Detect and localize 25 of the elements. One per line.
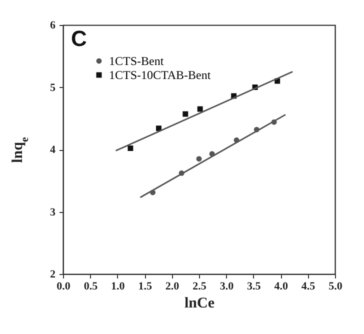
x-tick-label: 5.0 <box>328 280 343 292</box>
legend-label: 1CTS-Bent <box>109 54 164 68</box>
point <box>196 156 202 162</box>
point <box>128 146 134 151</box>
legend-label: 1CTS-10CTAB-Bent <box>109 68 212 82</box>
y-tick-label: 2 <box>50 268 56 280</box>
annotation: C <box>71 26 87 51</box>
y-tick-label: 6 <box>50 20 56 32</box>
x-tick-label: 2.5 <box>192 280 207 292</box>
x-tick-label: 2.0 <box>165 280 180 292</box>
point <box>197 106 203 112</box>
x-tick-label: 3.0 <box>220 280 234 292</box>
x-tick-label: 0.0 <box>56 280 71 292</box>
x-axis-title: lnCe <box>184 296 215 312</box>
x-tick-label: 3.5 <box>247 280 262 292</box>
x-tick-label: 1.5 <box>138 280 152 292</box>
y-tick-label: 3 <box>50 206 56 218</box>
x-tick-label: 1.0 <box>111 280 126 292</box>
point <box>182 111 188 117</box>
y-tick-label: 5 <box>50 82 56 94</box>
point <box>156 126 162 132</box>
x-tick-label: 4.0 <box>274 280 288 292</box>
x-tick-label: 0.5 <box>84 280 98 292</box>
y-tick-label: 4 <box>50 144 56 156</box>
x-tick-label: 4.5 <box>301 280 316 292</box>
